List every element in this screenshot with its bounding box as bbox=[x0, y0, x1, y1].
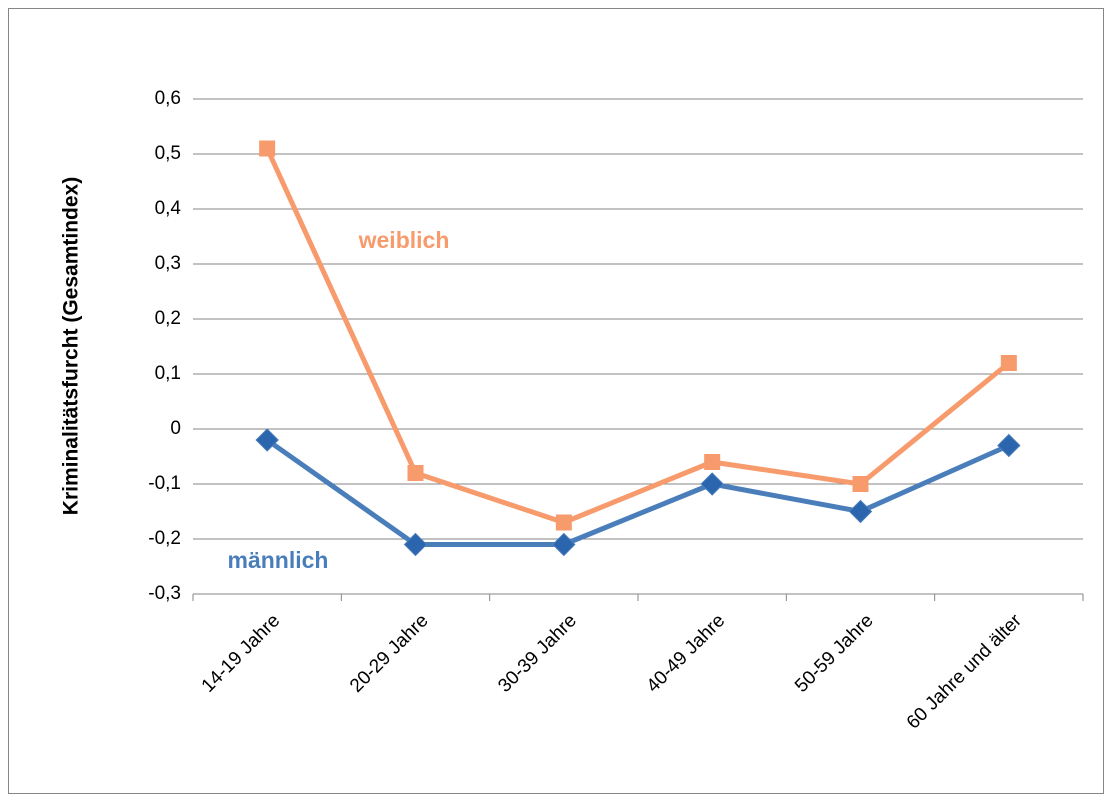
chart-frame bbox=[8, 8, 1104, 794]
y-tick-label: -0,3 bbox=[148, 583, 181, 604]
marker bbox=[255, 428, 279, 452]
marker bbox=[259, 140, 276, 157]
y-axis-label: Kriminalitätsfurcht (Gesamtindex) bbox=[60, 177, 83, 515]
y-tick-label: 0,2 bbox=[155, 308, 181, 329]
y-tick-label: 0 bbox=[170, 418, 181, 439]
y-tick-label: 0,5 bbox=[155, 143, 181, 164]
y-tick-label: -0,2 bbox=[148, 528, 181, 549]
series-line bbox=[264, 147, 1011, 525]
y-tick-label: -0,1 bbox=[148, 473, 181, 494]
marker bbox=[552, 532, 576, 557]
marker bbox=[848, 499, 873, 524]
marker bbox=[1000, 355, 1017, 371]
series-label: weiblich bbox=[358, 227, 450, 253]
marker bbox=[407, 465, 424, 481]
series-line bbox=[265, 437, 1010, 547]
series-label: männlich bbox=[228, 547, 329, 573]
marker bbox=[700, 472, 724, 496]
marker bbox=[852, 476, 869, 492]
marker bbox=[997, 433, 1021, 458]
marker bbox=[704, 454, 721, 470]
marker bbox=[403, 532, 428, 557]
y-tick-label: 0,3 bbox=[155, 253, 181, 274]
y-tick-label: 0,1 bbox=[155, 363, 181, 384]
y-tick-label: 0,6 bbox=[155, 88, 181, 109]
marker bbox=[555, 514, 572, 531]
y-tick-label: 0,4 bbox=[155, 198, 182, 219]
